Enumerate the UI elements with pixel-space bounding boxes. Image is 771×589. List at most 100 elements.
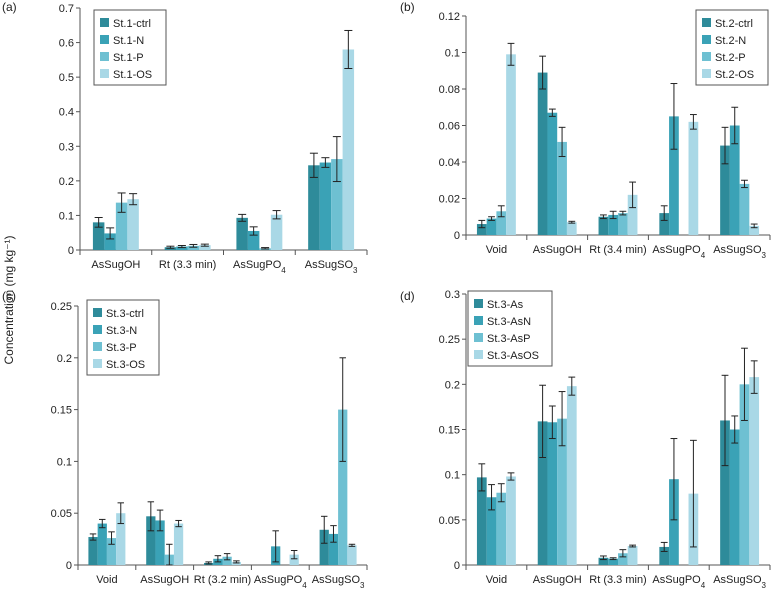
x-tick-label: AsSugPO4 — [233, 259, 286, 275]
bar — [104, 233, 116, 250]
bar — [669, 479, 679, 565]
bar — [236, 217, 248, 250]
y-tick-label: 0.7 — [59, 3, 74, 15]
bar — [270, 214, 283, 250]
bar — [537, 72, 548, 235]
bar — [476, 477, 487, 565]
bar — [146, 516, 156, 565]
bar — [231, 561, 241, 565]
bar — [97, 523, 107, 565]
bar — [506, 54, 516, 236]
bar — [598, 557, 609, 565]
bar — [749, 225, 760, 235]
x-tick-label: Rt (3.3 min) — [159, 259, 216, 271]
legend-label: St.3-AsOS — [487, 350, 539, 362]
x-tick-label: AsSugOH — [140, 574, 189, 586]
bar — [342, 49, 355, 250]
y-tick-label: 0.08 — [439, 84, 460, 96]
legend-swatch — [474, 316, 483, 325]
bar — [88, 537, 98, 565]
bar — [566, 386, 577, 565]
bar — [222, 556, 232, 565]
bar — [106, 538, 117, 565]
bar — [729, 429, 740, 565]
bar — [669, 116, 679, 235]
legend-label: St.1-P — [113, 52, 144, 64]
y-tick-label: 0.25 — [51, 301, 72, 313]
bar — [627, 546, 638, 565]
x-tick-label: Void — [96, 574, 117, 586]
legend-swatch — [93, 325, 102, 334]
x-tick-label: AsSugOH — [91, 259, 140, 271]
y-tick-label: 0.05 — [51, 508, 72, 520]
bar — [729, 125, 740, 235]
y-tick-label: 0.15 — [51, 405, 72, 417]
legend: St.3-ctrl St.3-N St.3-P St.3-OS — [86, 299, 160, 376]
bar — [739, 384, 750, 565]
panel-label: (c) — [2, 289, 16, 303]
bar — [598, 216, 609, 235]
legend-label: St.3-As — [487, 299, 524, 311]
legend-swatch — [474, 350, 483, 359]
panel-label: (d) — [400, 289, 415, 303]
y-tick-label: 0.2 — [59, 176, 74, 188]
y-tick-label: 0.2 — [57, 353, 72, 365]
y-tick-label: 0.06 — [439, 121, 460, 133]
bar — [537, 421, 548, 565]
y-tick-label: 0.2 — [445, 379, 460, 391]
legend-label: St.3-AsP — [487, 333, 530, 345]
y-tick-label: 0.3 — [59, 141, 74, 153]
bar — [116, 513, 126, 565]
y-tick-label: 0.04 — [439, 157, 460, 169]
y-tick-label: 0.05 — [439, 515, 460, 527]
y-tick-label: 0.1 — [57, 456, 72, 468]
legend-swatch — [100, 18, 109, 27]
legend-label: St.3-OS — [106, 359, 145, 371]
x-tick-label: Rt (3.4 min) — [589, 244, 646, 256]
bar — [547, 422, 558, 565]
legend: St.1-ctrl St.1-N St.1-P St.1-OS — [93, 9, 167, 86]
bar — [187, 245, 200, 250]
bar — [319, 529, 329, 565]
bar — [308, 165, 320, 250]
legend-label: St.1-OS — [113, 69, 152, 81]
x-tick-label: AsSugSO3 — [713, 244, 766, 260]
bar — [247, 230, 260, 250]
bar — [115, 202, 128, 250]
bar — [557, 418, 567, 565]
y-tick-label: 0.1 — [445, 48, 460, 60]
y-tick-label: 0 — [66, 560, 72, 572]
x-tick-label: Void — [486, 574, 507, 586]
bar — [749, 377, 760, 565]
x-tick-label: AsSugPO4 — [652, 244, 705, 260]
x-tick-label: AsSugSO3 — [713, 574, 766, 589]
bar — [608, 558, 618, 565]
legend-swatch — [100, 35, 109, 44]
x-tick-label: Rt (3.3 min) — [589, 574, 646, 586]
y-tick-label: 0 — [454, 560, 460, 572]
bar — [199, 245, 211, 250]
bar — [127, 199, 139, 250]
panel-label: (a) — [2, 0, 17, 14]
bar — [566, 222, 577, 235]
x-tick-label: AsSugSO3 — [312, 574, 365, 589]
y-tick-label: 0.4 — [59, 107, 74, 119]
y-tick-label: 0 — [454, 230, 460, 242]
legend-label: St.3-AsN — [487, 316, 531, 328]
figure-ylabel: Concentration (mg kg⁻¹) — [2, 235, 16, 364]
chart-panel-3: (c) 0 0.05 0.1 0.15 0.2 0.25 Void AsSugOH Rt (3.2… — [2, 289, 368, 589]
chart-panel-2: (b) 0 0.02 0.04 0.06 0.08 0.1 0.12 Void AsSugOH Rt… — [400, 0, 771, 260]
legend-swatch — [93, 308, 102, 317]
bar — [659, 213, 670, 235]
bar — [319, 162, 332, 250]
bar — [347, 545, 357, 565]
legend-label: St.1-N — [113, 35, 144, 47]
x-tick-label: Void — [486, 244, 507, 256]
y-tick-label: 0.1 — [445, 470, 460, 482]
bar — [496, 211, 507, 235]
legend-swatch — [702, 35, 711, 44]
bar — [720, 145, 730, 235]
bar — [547, 112, 558, 235]
bar — [688, 121, 699, 235]
